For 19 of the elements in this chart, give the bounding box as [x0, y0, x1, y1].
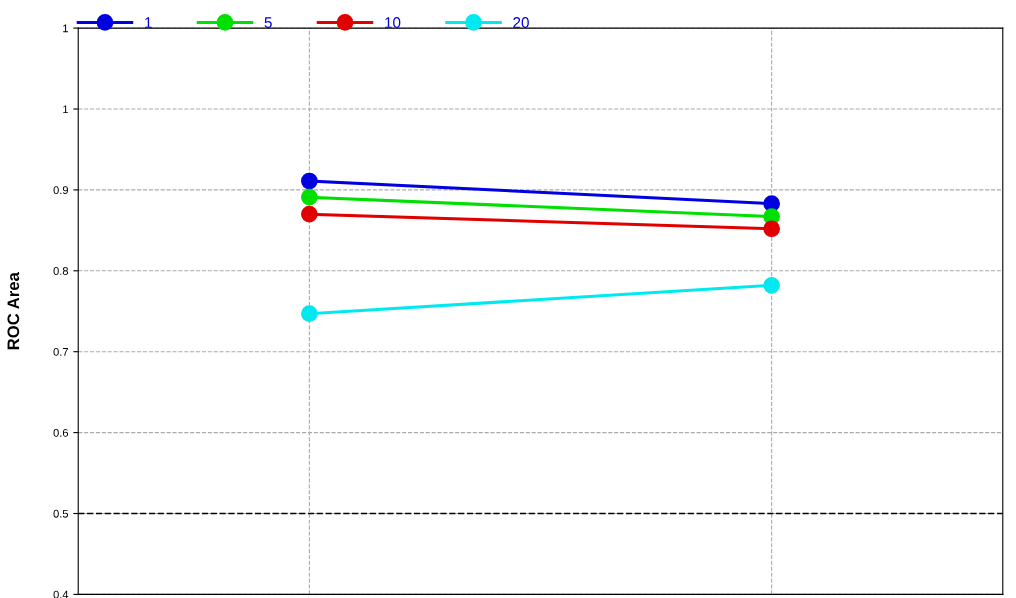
point	[763, 220, 780, 238]
y-axis-title: ROC Area	[7, 272, 20, 350]
y-tick-label: 0.8	[53, 267, 69, 275]
point	[301, 188, 318, 206]
y-tick-label: 1	[63, 105, 68, 114]
point	[301, 205, 318, 223]
y-tick-label: 0.9	[53, 186, 68, 195]
point	[301, 172, 318, 190]
y-tick-label: 0.6	[53, 428, 69, 437]
y-tick-label: 0.4	[53, 590, 69, 598]
point	[763, 277, 780, 294]
legend-label: 20	[513, 17, 529, 28]
y-tick-label: 1	[63, 24, 68, 33]
legend-label: 5	[264, 17, 272, 28]
y-tick-label: 0.7	[53, 347, 68, 356]
y-tick-label: 0.5	[53, 509, 69, 518]
legend-label: 1	[145, 17, 152, 28]
point	[301, 305, 318, 323]
legend-label: 10	[385, 17, 401, 28]
